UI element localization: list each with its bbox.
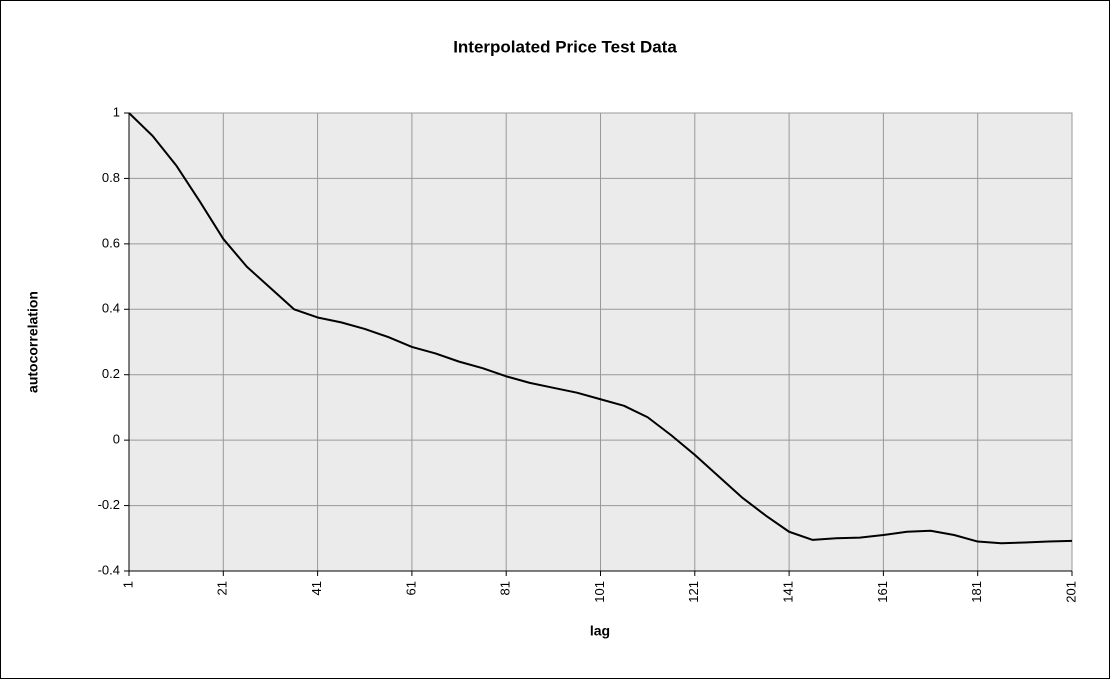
x-tick-label: 1 (120, 581, 135, 588)
x-tick-label: 161 (875, 581, 890, 603)
x-tick-label: 41 (309, 581, 324, 595)
y-tick-label: -0.2 (98, 497, 120, 512)
x-tick-label: 141 (781, 581, 796, 603)
x-tick-label: 61 (403, 581, 418, 595)
y-tick-label: 0.2 (102, 366, 120, 381)
x-tick-label: 201 (1063, 581, 1078, 603)
y-tick-label: 1 (113, 104, 120, 119)
y-tick-label: 0.8 (102, 170, 120, 185)
y-tick-label: 0.6 (102, 235, 120, 250)
x-tick-label: 101 (592, 581, 607, 603)
y-axis-title: autocorrelation (25, 291, 41, 393)
x-tick-label: 81 (498, 581, 513, 595)
y-tick-label: -0.4 (98, 562, 120, 577)
x-axis-title: lag (590, 623, 610, 639)
x-tick-label: 21 (215, 581, 230, 595)
x-tick-label: 121 (686, 581, 701, 603)
x-tick-label: 181 (969, 581, 984, 603)
data-line (128, 112, 1073, 545)
chart-title: Interpolated Price Test Data (453, 37, 677, 56)
y-tick-label: 0.4 (102, 301, 120, 316)
y-tick-label: 0 (113, 432, 120, 447)
